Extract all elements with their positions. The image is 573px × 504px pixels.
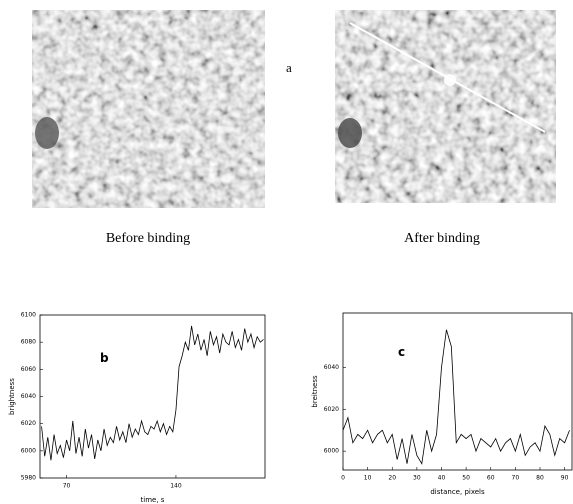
y-tick-label: 6000: [324, 448, 339, 455]
panel-label: a: [286, 60, 292, 75]
panel-annotation: b: [100, 351, 109, 365]
y-tick-label: 6080: [21, 339, 36, 346]
plot-frame: [342, 312, 573, 471]
x-tick-label: 60: [487, 475, 495, 482]
profile-line: [349, 22, 546, 133]
plot-frame: [39, 314, 266, 479]
y-tick-label: 6040: [21, 393, 36, 400]
x-tick-label: 0: [341, 475, 345, 482]
x-tick-label: 40: [438, 475, 446, 482]
y-tick-label: 6000: [21, 447, 36, 454]
x-tick-label: 140: [170, 483, 182, 490]
x-tick-label: 10: [364, 475, 372, 482]
data-line: [41, 325, 264, 461]
caption: After binding: [404, 231, 480, 246]
x-tick-label: 90: [561, 475, 569, 482]
x-tick-label: 80: [536, 475, 544, 482]
data-line: [342, 329, 570, 465]
y-axis-label: brightness: [8, 378, 16, 415]
x-tick-label: 30: [413, 475, 421, 482]
image-blob: [35, 117, 59, 149]
image-after: [335, 10, 556, 203]
x-axis-label: distance, pixels: [430, 488, 485, 496]
y-tick-label: 6020: [21, 420, 36, 427]
image-blob: [338, 118, 362, 148]
image-before: [32, 10, 265, 208]
caption: Before binding: [106, 231, 190, 246]
y-tick-label: 5980: [21, 475, 36, 482]
y-tick-label: 6100: [21, 312, 36, 319]
x-tick-label: 70: [63, 483, 71, 490]
y-tick-label: 6020: [324, 406, 339, 413]
y-axis-label: breitness: [311, 375, 319, 408]
x-tick-label: 70: [512, 475, 520, 482]
x-axis-label: time, s: [141, 496, 165, 504]
x-tick-label: 20: [388, 475, 396, 482]
y-tick-label: 6040: [324, 364, 339, 371]
panel-annotation: c: [398, 345, 405, 359]
y-tick-label: 6060: [21, 366, 36, 373]
x-tick-label: 50: [462, 475, 470, 482]
